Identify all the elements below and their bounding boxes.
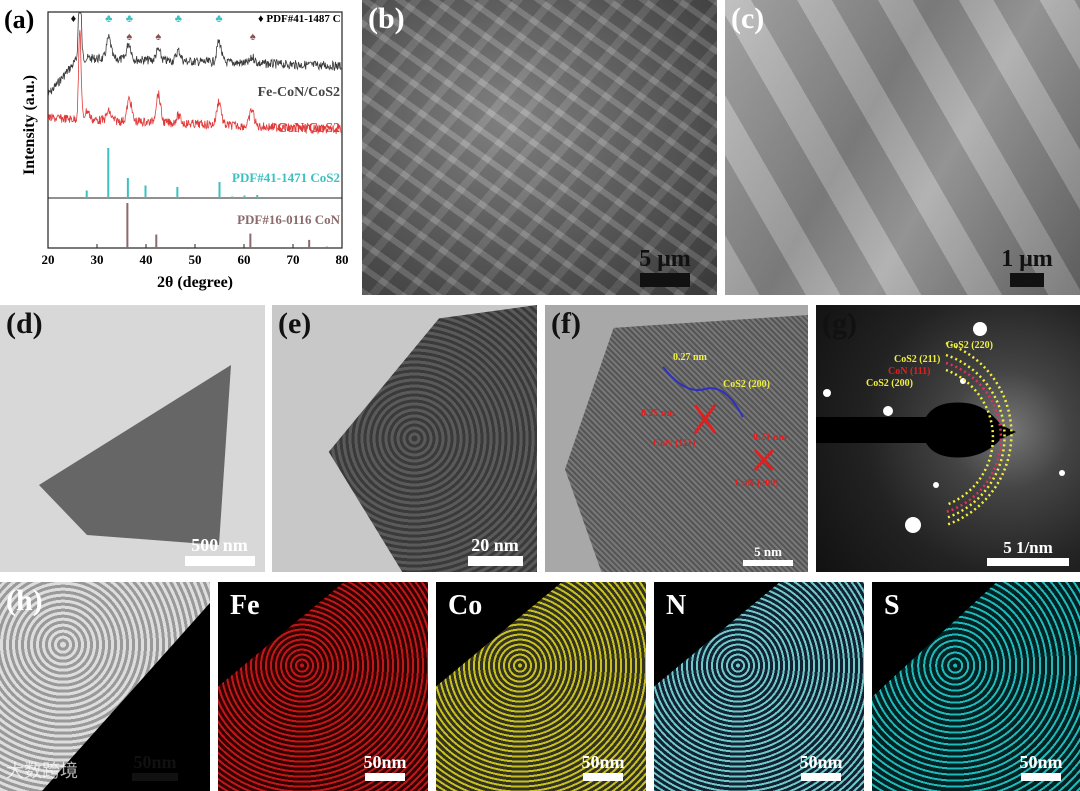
panel-a-xrd-chart: (a) ♦ PDF#41-1487 C Intensity (a.u.) 2θ … xyxy=(0,0,355,295)
scale-bar: 5 nm xyxy=(742,544,794,566)
element-label: S xyxy=(884,590,900,621)
panel-fe-eds-map: Fe 50nm xyxy=(218,582,428,791)
panel-d-tem-image: (d) 500 nm xyxy=(0,305,265,572)
peak-marker: ♠ xyxy=(126,31,132,43)
annotation-plane: CoS2 (200) xyxy=(723,379,770,390)
panel-label: (c) xyxy=(731,2,765,35)
series-label: Fe-CoN/CoS2 xyxy=(258,85,340,100)
ring-label: CoS2 (211) xyxy=(894,354,941,365)
panel-label: (a) xyxy=(4,5,34,34)
annotation-plane: CoN (111) xyxy=(653,438,696,449)
scale-bar: 5 μm xyxy=(625,246,705,287)
x-tick-label: 30 xyxy=(91,252,104,267)
panel-b-sem-image: (b) 5 μm xyxy=(362,0,717,295)
x-tick-label: 50 xyxy=(189,252,202,267)
scale-bar: 50nm xyxy=(130,752,180,781)
panel-label: (h) xyxy=(6,584,43,617)
panel-c-sem-image: (c) 1 μm xyxy=(725,0,1080,295)
annotation-d-spacing: 0.25 nm xyxy=(641,408,675,419)
panel-co-eds-map: Co 50nm xyxy=(436,582,646,791)
annotation-d-spacing: 0.21 nm xyxy=(753,432,787,443)
x-tick-label: 70 xyxy=(287,252,300,267)
ring-label: CoS2 (220) xyxy=(946,340,993,351)
panel-h-haadf-image: (h) 50nm 大数跨境 xyxy=(0,582,210,791)
x-tick-label: 20 xyxy=(42,252,55,267)
x-axis-label: 2θ (degree) xyxy=(157,274,233,291)
peak-marker: ♦ xyxy=(71,13,77,25)
legend-marker: ♦ PDF#41-1487 C xyxy=(258,13,341,25)
scale-bar: 5 1/nm xyxy=(986,538,1070,566)
peak-marker: ♣ xyxy=(175,13,182,25)
scale-bar: 1 μm xyxy=(992,246,1062,287)
reference-label: PDF#16-0116 CoN xyxy=(237,212,341,227)
x-tick-label: 40 xyxy=(140,252,153,267)
ring-label: CoS2 (200) xyxy=(866,378,913,389)
x-tick-label: 80 xyxy=(336,252,349,267)
xrd-chart: (a) ♦ PDF#41-1487 C Intensity (a.u.) 2θ … xyxy=(4,5,349,291)
diffraction-rings xyxy=(816,322,1065,533)
panel-e-tem-image: (e) 20 nm xyxy=(272,305,537,572)
lattice-fringe-markers xyxy=(662,366,775,472)
element-label: Fe xyxy=(230,590,260,621)
scale-bar: 20 nm xyxy=(465,535,525,566)
watermark: 大数跨境 xyxy=(6,761,78,782)
annotation-d-spacing: 0.27 nm xyxy=(673,352,707,363)
scale-bar: 50nm xyxy=(792,752,850,781)
series-line xyxy=(48,12,343,96)
panel-f-hrtem-image: (f) 0.27 nm CoS2 (200) 0.25 nm CoN (111)… xyxy=(545,305,808,572)
panel-label: (b) xyxy=(368,2,405,35)
panel-label: (f) xyxy=(551,307,581,340)
peak-marker: ♣ xyxy=(126,13,133,25)
scale-bar: 50nm xyxy=(1012,752,1070,781)
series-label: CoN/CoS2 xyxy=(277,121,340,136)
peak-marker: ♠ xyxy=(250,31,256,43)
ring-label: CoN (111) xyxy=(888,366,931,377)
panel-label: (e) xyxy=(278,307,312,340)
scale-bar: 50nm xyxy=(356,752,414,781)
peak-marker: ♣ xyxy=(215,13,222,25)
series-line xyxy=(47,29,343,135)
panel-label: (g) xyxy=(822,307,857,340)
panel-g-saed-pattern: (g) CoS2 (220) CoS2 (211) CoN (111) CoS2… xyxy=(816,305,1080,572)
reference-label: PDF#41-1471 CoS2 xyxy=(232,170,340,185)
x-tick-label: 60 xyxy=(238,252,251,267)
peak-marker: ♣ xyxy=(105,13,112,25)
y-axis-label: Intensity (a.u.) xyxy=(21,75,38,175)
panel-n-eds-map: N 50nm xyxy=(654,582,864,791)
scale-bar: 500 nm xyxy=(182,535,257,566)
peak-marker: ♠ xyxy=(155,31,161,43)
panel-label: (d) xyxy=(6,307,43,340)
element-label: Co xyxy=(448,590,483,621)
annotation-plane: CoN (200) xyxy=(735,478,779,489)
scale-bar: 50nm xyxy=(574,752,632,781)
panel-s-eds-map: S 50nm xyxy=(872,582,1080,791)
element-label: N xyxy=(666,590,687,621)
